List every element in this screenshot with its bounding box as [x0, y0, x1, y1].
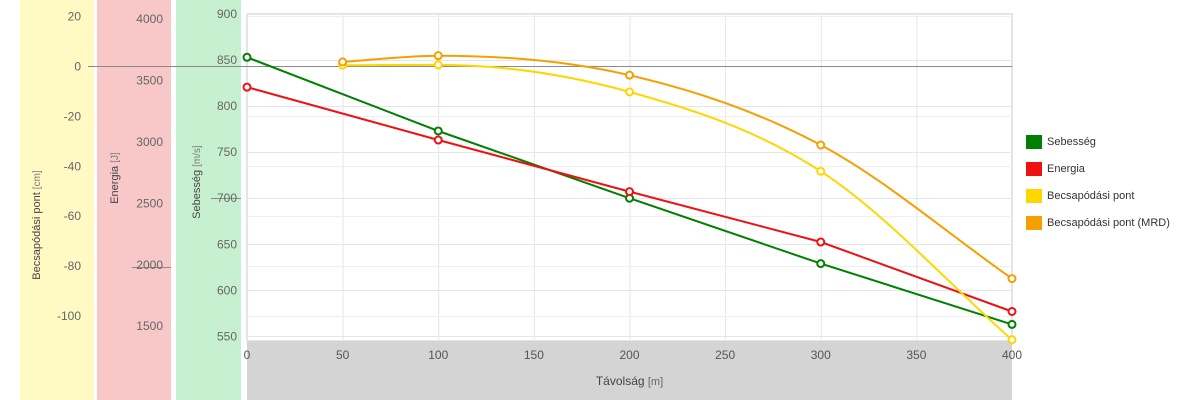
- data-point-energia: [242, 82, 252, 92]
- axis-ticks: 20 0 -20 -40 -60 -80 -100 4000 3500 3000 2500 2000 1…: [57, 7, 237, 343]
- legend-label: Becsapódási pont (MRD): [1047, 216, 1170, 229]
- legend-label: Becsapódási pont: [1047, 189, 1135, 202]
- y-tick-label-velocity: 850: [217, 53, 237, 67]
- data-point-becsap-d-si-pont: [625, 87, 634, 97]
- legend-swatch: [1026, 215, 1042, 230]
- x-tick-label: 250: [715, 348, 735, 362]
- data-point-energia: [1007, 306, 1017, 316]
- x-tick-label: 100: [428, 348, 448, 362]
- legend-item[interactable]: Sebesség: [1026, 128, 1196, 155]
- data-point-energia: [625, 187, 634, 197]
- legend: Sebesség Energia Becsapódási pont Becsapódá…: [1026, 128, 1196, 236]
- y-tick-label-energy: 4000: [136, 12, 163, 26]
- data-point-sebess-g: [242, 52, 252, 62]
- legend-swatch: [1026, 161, 1042, 176]
- x-tick-label: 50: [336, 348, 350, 362]
- y-axis-title-velocity: Sebesség [m/s]: [191, 145, 203, 219]
- axis-bands: [20, 0, 241, 400]
- y-tick-label-velocity: 800: [217, 99, 237, 113]
- y-tick-label-poi: -100: [57, 309, 81, 323]
- y-tick-label-poi: -60: [64, 209, 82, 223]
- y-tick-label-poi: 20: [68, 9, 82, 23]
- data-point-sebess-g: [1007, 319, 1017, 329]
- y-tick-label-energy: 3000: [136, 135, 163, 149]
- data-point-energia: [433, 135, 443, 145]
- legend-label: Energia: [1047, 162, 1085, 175]
- data-point-energia: [816, 237, 826, 247]
- series-3: [338, 51, 1017, 284]
- x-tick-label: 400: [1002, 348, 1022, 362]
- y-axis-title-poi: Becsapódási pont [cm]: [31, 170, 43, 280]
- y-tick-label-energy: 3500: [136, 73, 163, 87]
- x-axis-title: Távolság [m]: [596, 374, 663, 388]
- x-tick-label: 150: [524, 348, 544, 362]
- legend-label: Sebesség: [1047, 135, 1096, 148]
- y-tick-label-velocity: 550: [217, 329, 237, 343]
- y-tick-label-poi: -20: [64, 109, 82, 123]
- legend-item[interactable]: Becsapódási pont: [1026, 182, 1196, 209]
- x-axis: 0 50 100 150 200 250 300 350 400 Távolság [m]: [244, 348, 1023, 388]
- y-tick-label-poi: -40: [64, 159, 82, 173]
- x-axis-band: [247, 341, 1012, 400]
- legend-item[interactable]: Becsapódási pont (MRD): [1026, 209, 1196, 236]
- x-tick-label: 200: [619, 348, 639, 362]
- data-point-becsap-d-si-pont-mrd: [625, 70, 634, 80]
- legend-item[interactable]: Energia: [1026, 155, 1196, 182]
- series-0: [242, 52, 1017, 329]
- y-tick-label-velocity: 650: [217, 237, 237, 251]
- y-tick-label-velocity: 700: [217, 191, 237, 205]
- data-point-becsap-d-si-pont: [433, 60, 443, 70]
- series-1: [242, 82, 1017, 316]
- data-point-sebess-g: [433, 126, 443, 136]
- data-point-becsap-d-si-pont-mrd: [433, 51, 443, 61]
- y-tick-label-velocity: 750: [217, 145, 237, 159]
- data-point-becsap-d-si-pont-mrd: [816, 140, 826, 150]
- axis-titles: Becsapódási pont [cm] Energia [J] Sebesség…: [31, 145, 203, 280]
- y-tick-label-poi: 0: [74, 59, 81, 73]
- legend-swatch: [1026, 188, 1042, 203]
- y-tick-label-energy: 2500: [136, 196, 163, 210]
- legend-swatch: [1026, 134, 1042, 149]
- series-layer: [242, 51, 1017, 345]
- y-tick-label-energy: 1500: [136, 319, 163, 333]
- y-axis-title-energy: Energia [J]: [109, 152, 121, 204]
- series-line-becsap-d-si-pont-mrd: [342, 54, 1013, 280]
- y-tick-label-velocity: 900: [217, 7, 237, 21]
- y-tick-label-energy: 2000: [136, 258, 163, 272]
- data-point-sebess-g: [816, 259, 826, 269]
- x-tick-label: 0: [244, 348, 251, 362]
- x-tick-label: 300: [811, 348, 831, 362]
- y-tick-label-poi: -80: [64, 259, 82, 273]
- data-point-becsap-d-si-pont-mrd: [338, 57, 348, 67]
- grid-lines: [88, 14, 1013, 341]
- x-tick-label: 350: [906, 348, 926, 362]
- y-tick-label-velocity: 600: [217, 283, 237, 297]
- axis-band-poi: [20, 0, 94, 400]
- data-point-becsap-d-si-pont-mrd: [1007, 274, 1017, 284]
- data-point-becsap-d-si-pont: [1007, 335, 1017, 345]
- data-point-becsap-d-si-pont: [816, 166, 826, 176]
- series-2: [338, 60, 1017, 345]
